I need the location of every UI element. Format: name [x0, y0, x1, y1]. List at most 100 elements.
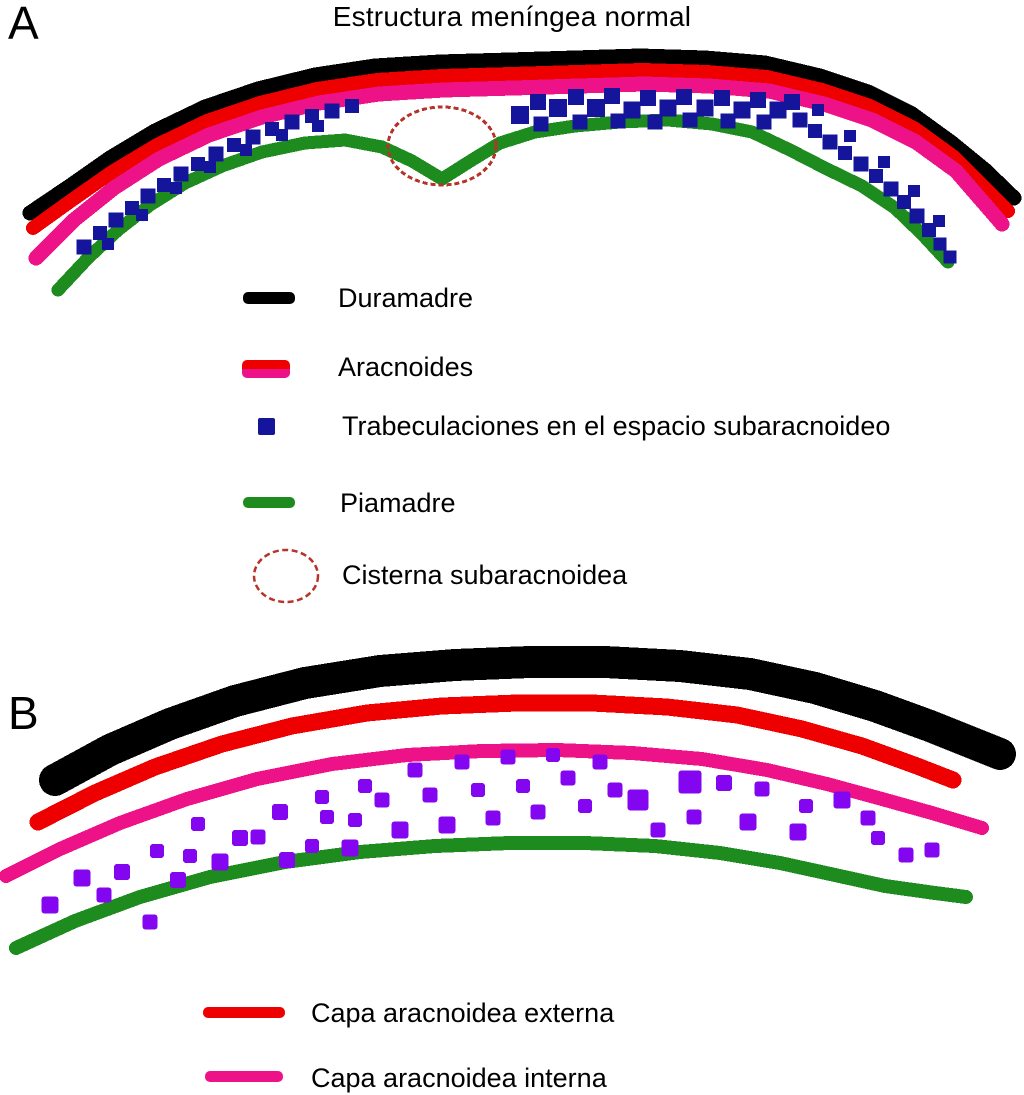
trabecula-square [41, 896, 59, 914]
trabecula-square [76, 239, 92, 255]
trabecula-square [324, 103, 340, 119]
trabecula-square [407, 762, 423, 778]
trabecula-square [607, 782, 623, 798]
trabecula-square [73, 869, 91, 887]
trabecula-square [142, 914, 158, 930]
capa-externa-legend-label: Capa aracnoidea externa [311, 998, 615, 1028]
trabecula-square [345, 99, 359, 113]
capa-aracnoidea-interna-layer-b [0, 743, 989, 883]
trabeculae-group-a [76, 88, 957, 264]
trabecula-square [627, 789, 649, 811]
trabecula-square [485, 810, 501, 826]
capa-externa-swatch [203, 1007, 285, 1018]
aracnoides-swatch-pink-half [242, 369, 290, 378]
trabecula-square [908, 185, 920, 197]
trabecula-square [789, 823, 807, 841]
capa-interna-legend-label: Capa aracnoidea interna [311, 1063, 607, 1093]
trabecula-square [922, 223, 936, 237]
aracnoides-legend-label: Aracnoides [338, 352, 474, 382]
trabecula-square [739, 813, 757, 831]
piamadre-swatch [243, 497, 295, 508]
trabecula-square [315, 790, 329, 804]
trabecula-square [592, 754, 608, 770]
trabecula-square [924, 842, 940, 858]
aracnoides-pink-layer-a [28, 76, 1010, 266]
duramadre-layer-b [39, 646, 1016, 796]
trabecula-square [799, 799, 813, 813]
trabecula-square [792, 112, 808, 128]
trabecula-square [604, 88, 620, 104]
trabecula-square [348, 813, 362, 827]
aracnoides-swatch [242, 360, 290, 378]
trabecula-square [860, 810, 876, 826]
trabecula-square [883, 181, 899, 197]
trabecula-square [871, 831, 885, 845]
trabecula-square [853, 156, 869, 172]
piamadre-layer-a [51, 113, 955, 297]
trabecula-square [869, 169, 883, 183]
trabecula-square [659, 99, 677, 117]
trabecula-square [568, 89, 584, 105]
trabecula-square [838, 146, 852, 160]
trabecula-square [305, 109, 319, 123]
trabecula-square [822, 134, 838, 150]
trabecula-square [676, 89, 692, 105]
trabecula-square [696, 99, 714, 117]
duramadre-swatch [243, 292, 295, 304]
trabecula-square [272, 804, 288, 820]
trabecula-square [733, 101, 751, 119]
trabecula-square [114, 864, 130, 880]
trabecula-square [125, 201, 139, 215]
trabecula-square [546, 748, 560, 762]
trabecula-square [93, 226, 107, 240]
trabecula-square [211, 853, 229, 871]
trabecula-square [549, 99, 567, 117]
trabecula-square [516, 779, 530, 793]
trabecula-square [754, 781, 770, 797]
trabecula-square [320, 810, 334, 824]
trabecula-square [587, 99, 605, 117]
trabecula-square [650, 822, 666, 838]
aracnoides-swatch-red-half [242, 360, 290, 369]
trabecula-square [312, 120, 324, 132]
trabecula-square [610, 113, 626, 129]
trabecula-square [374, 792, 390, 808]
piamadre-layer-b [9, 836, 973, 955]
trabecula-square [784, 94, 800, 110]
trabecula-square [471, 783, 485, 797]
trabecula-square [933, 215, 945, 227]
cisterna-swatch [252, 548, 320, 604]
trabecula-square [250, 829, 266, 845]
trabecula-square [714, 90, 730, 106]
trabecula-square [358, 779, 372, 793]
duramadre-layer-a [22, 48, 1022, 221]
trabecula-square [720, 113, 736, 129]
trabecula-square [245, 129, 261, 145]
trabecula-square [279, 852, 295, 868]
aracnoides-red-layer-a [26, 63, 1015, 235]
trabecula-square [150, 844, 164, 858]
trabecula-square [716, 775, 732, 791]
trabecula-square [647, 114, 663, 130]
trabecula-square [878, 156, 890, 168]
trabecula-square [530, 804, 546, 820]
panel-b-label: B [8, 687, 39, 739]
trabecula-square [833, 791, 851, 809]
capa-interna-swatch [205, 1071, 283, 1082]
meninges-diagram-a [22, 48, 1022, 297]
trabeculae-group-b [41, 748, 940, 930]
page-title: Estructura meníngea normal [332, 1, 692, 32]
trabecula-square [170, 872, 186, 888]
trabecula-square [173, 166, 189, 182]
trabecula-square [422, 787, 438, 803]
trabecula-square [623, 101, 641, 119]
trabecula-square [686, 809, 702, 825]
trabecula-square [682, 112, 698, 128]
duramadre-legend-label: Duramadre [338, 283, 474, 313]
trabecula-square [812, 104, 824, 116]
trabecula-square [560, 770, 576, 786]
trabecula-square [108, 212, 124, 228]
trabecula-square [808, 124, 822, 138]
trabecula-square [897, 195, 911, 209]
trabecula-square [678, 770, 702, 794]
